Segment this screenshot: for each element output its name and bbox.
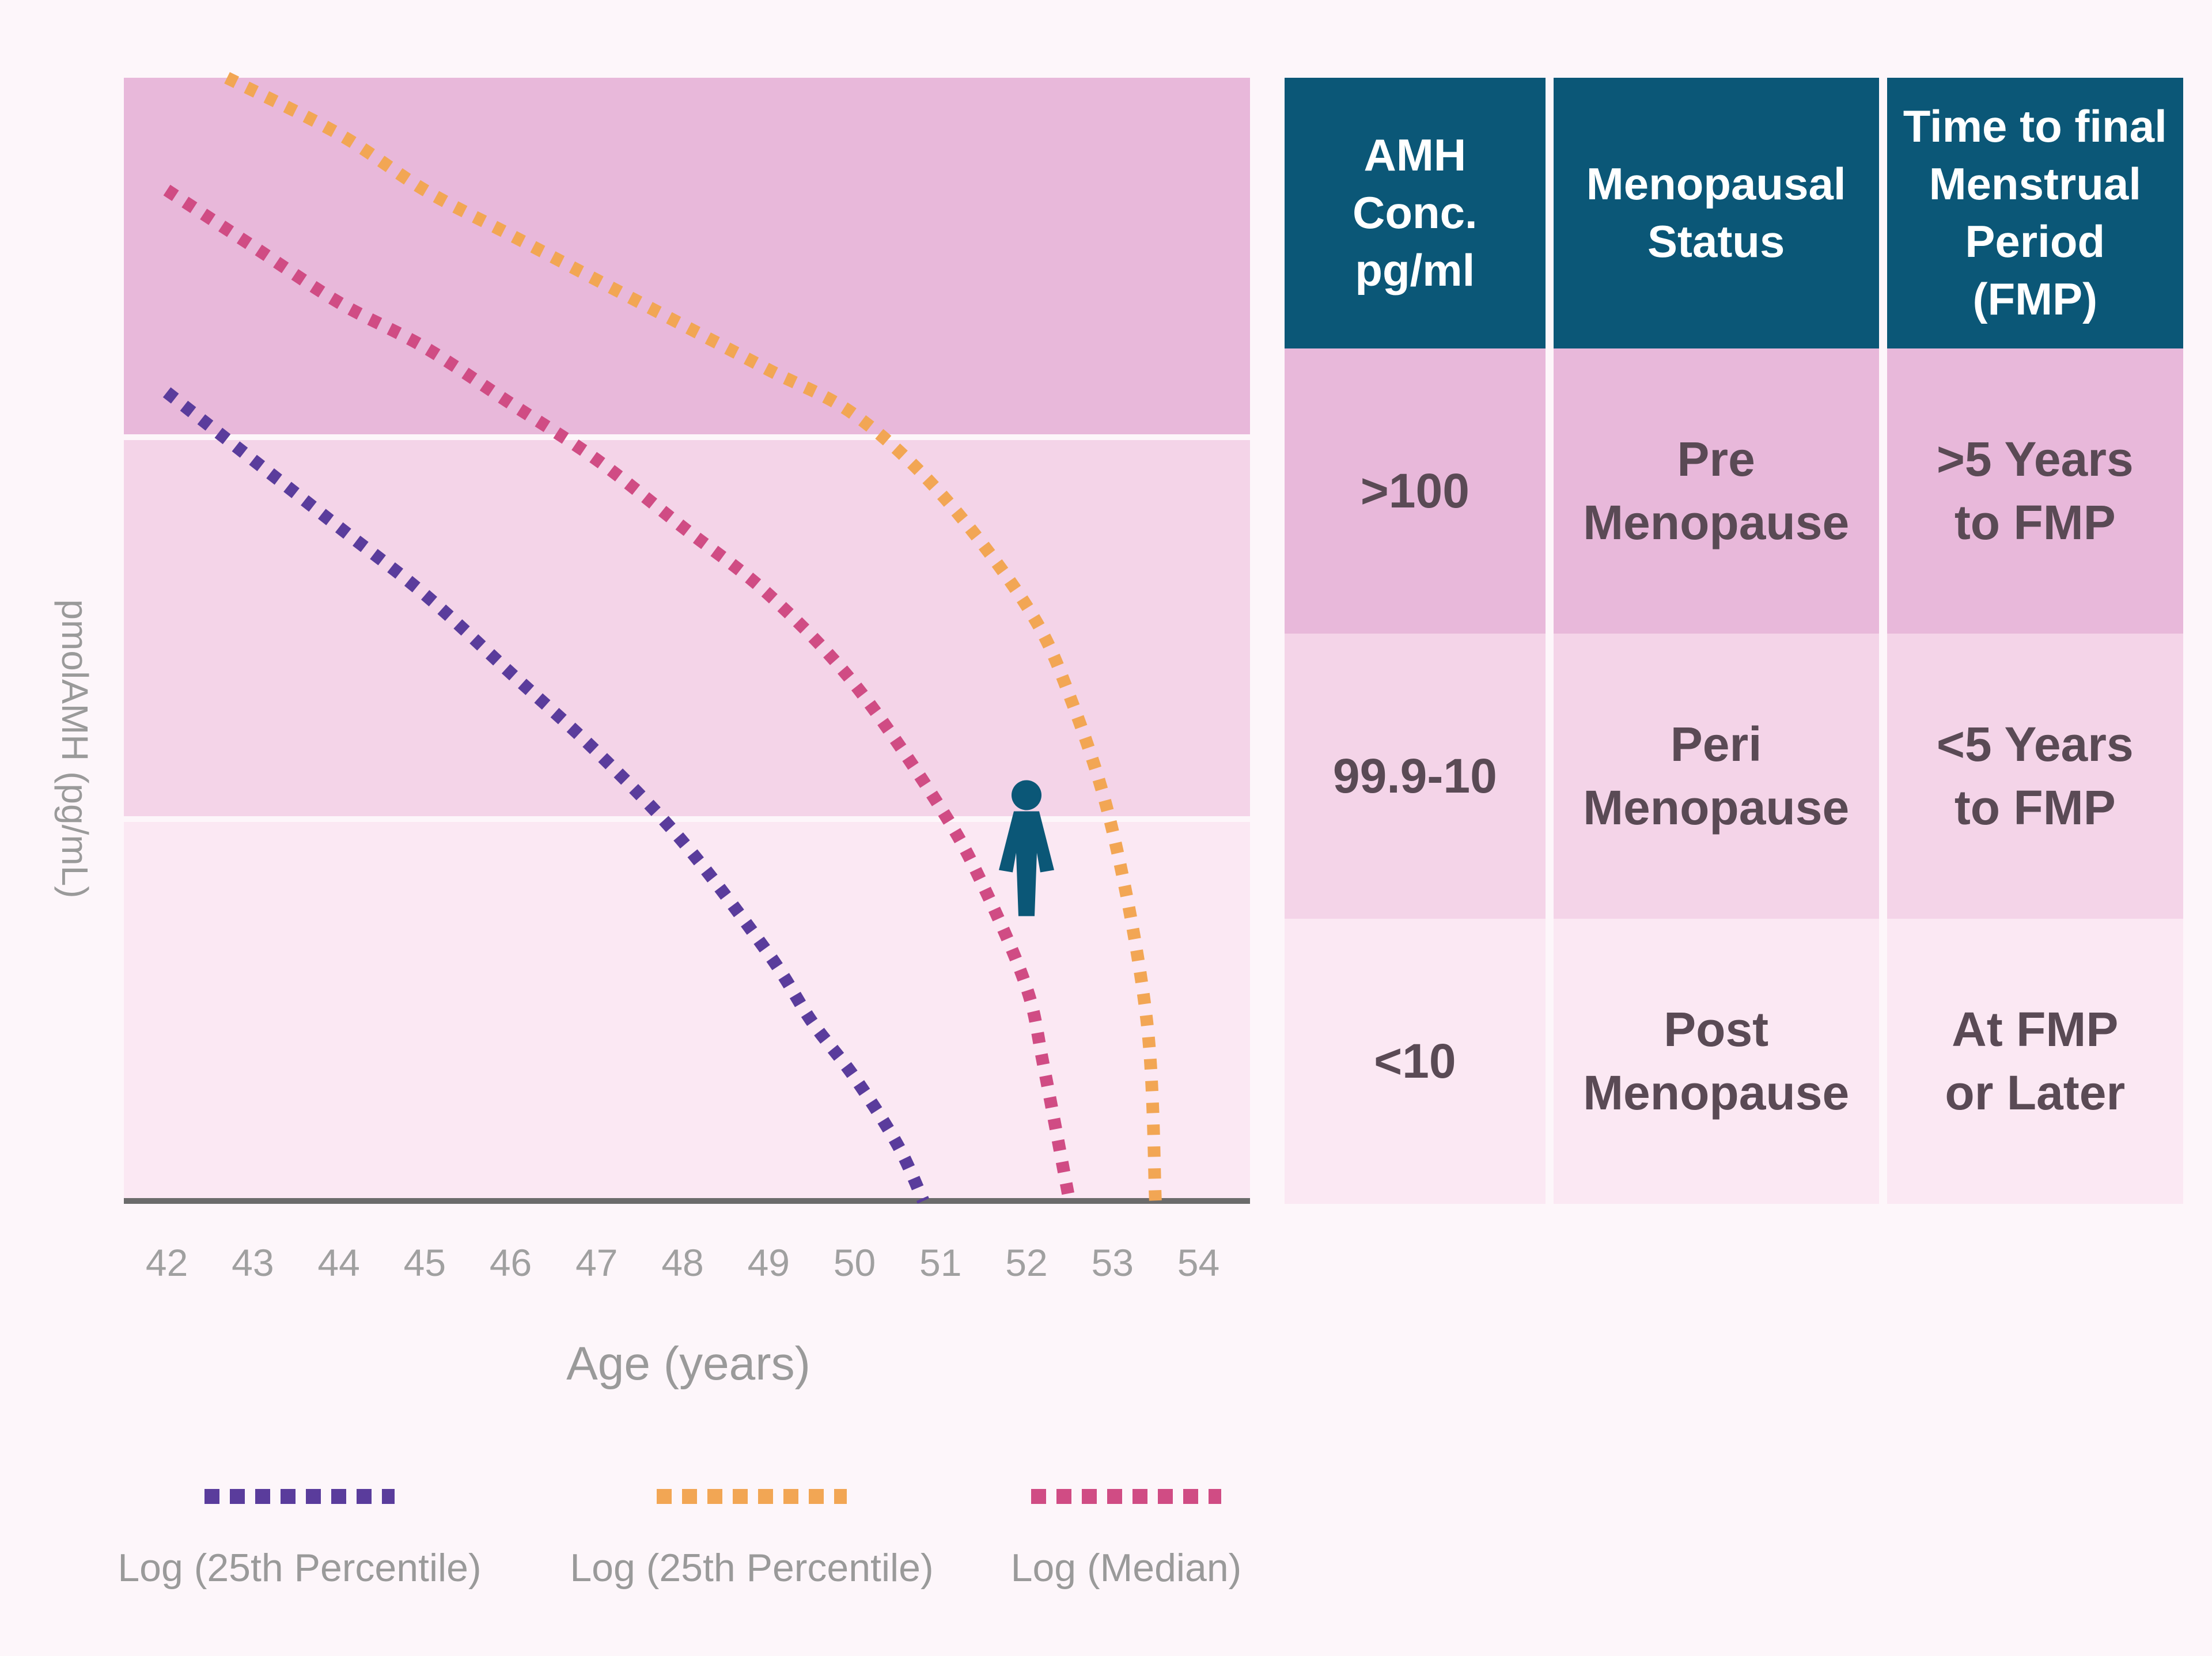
cell-time: At FMP or Later — [1887, 919, 2183, 1204]
series-line-log-75th-percentile- — [224, 72, 1162, 1202]
x-axis-label: Age (years) — [566, 1337, 810, 1390]
cell-status: Post Menopause — [1553, 919, 1887, 1204]
amh-status-table: AMH Conc. pg/ml Menopausal Status Time t… — [1285, 78, 2183, 1204]
series-line-log-median- — [163, 184, 1076, 1203]
header-menopausal-status: Menopausal Status — [1553, 78, 1887, 348]
x-tick-label: 51 — [919, 1241, 961, 1284]
cell-status: Peri Menopause — [1553, 634, 1887, 919]
x-tick-label: 54 — [1177, 1241, 1219, 1284]
x-tick-label: 43 — [232, 1241, 274, 1284]
cell-time: >5 Years to FMP — [1887, 348, 2183, 634]
table-header-row: AMH Conc. pg/ml Menopausal Status Time t… — [1285, 78, 2183, 348]
legend-label: Log (25th Percentile) — [570, 1546, 933, 1590]
band-post-menopause — [124, 819, 1250, 1201]
header-time-to-fmp: Time to final Menstrual Period (FMP) — [1887, 78, 2183, 348]
legend-item: Log (25th Percentile) — [118, 1489, 482, 1590]
header-amh-conc: AMH Conc. pg/ml — [1285, 78, 1554, 348]
person-body — [998, 811, 1054, 916]
legend-label: Log (25th Percentile) — [118, 1546, 481, 1590]
person-head — [1011, 780, 1041, 810]
legend-item: Log (Median) — [1011, 1489, 1242, 1590]
x-tick-label: 48 — [661, 1241, 703, 1284]
x-tick-label: 50 — [834, 1241, 876, 1284]
status-bands — [124, 78, 1250, 1201]
legend-item: Log (25th Percentile) — [570, 1489, 934, 1590]
x-tick-label: 47 — [575, 1241, 618, 1284]
cell-amh-conc: <10 — [1285, 919, 1554, 1204]
table-row: 99.9-10 Peri Menopause <5 Years to FMP — [1285, 634, 2183, 919]
y-axis-label: pmolAMH (pg/mL) — [54, 599, 96, 898]
series-lines — [162, 72, 1162, 1204]
cell-amh-conc: >100 — [1285, 348, 1554, 634]
band-separator — [124, 434, 1250, 440]
cell-amh-conc: 99.9-10 — [1285, 634, 1554, 919]
x-tick-label: 42 — [146, 1241, 188, 1284]
table-row: <10 Post Menopause At FMP or Later — [1285, 919, 2183, 1204]
x-tick-labels: 42 43 44 45 46 47 48 49 50 51 52 53 54 — [146, 1241, 1219, 1284]
cell-status: Pre Menopause — [1553, 348, 1887, 634]
person-icon — [998, 780, 1054, 916]
x-tick-label: 52 — [1005, 1241, 1047, 1284]
legend-label: Log (Median) — [1011, 1546, 1242, 1590]
legend: Log (25th Percentile) Log (25th Percentil… — [118, 1489, 1242, 1590]
table-row: >100 Pre Menopause >5 Years to FMP — [1285, 348, 2183, 634]
person-marker — [998, 780, 1054, 916]
cell-time: <5 Years to FMP — [1887, 634, 2183, 919]
x-tick-label: 44 — [317, 1241, 359, 1284]
band-pre-menopause — [124, 78, 1250, 437]
band-separator — [124, 816, 1250, 822]
x-tick-label: 53 — [1092, 1241, 1134, 1284]
x-tick-label: 45 — [404, 1241, 446, 1284]
x-tick-label: 46 — [490, 1241, 532, 1284]
x-tick-label: 49 — [748, 1241, 790, 1284]
series-line-log-25th-percentile- — [162, 387, 929, 1204]
